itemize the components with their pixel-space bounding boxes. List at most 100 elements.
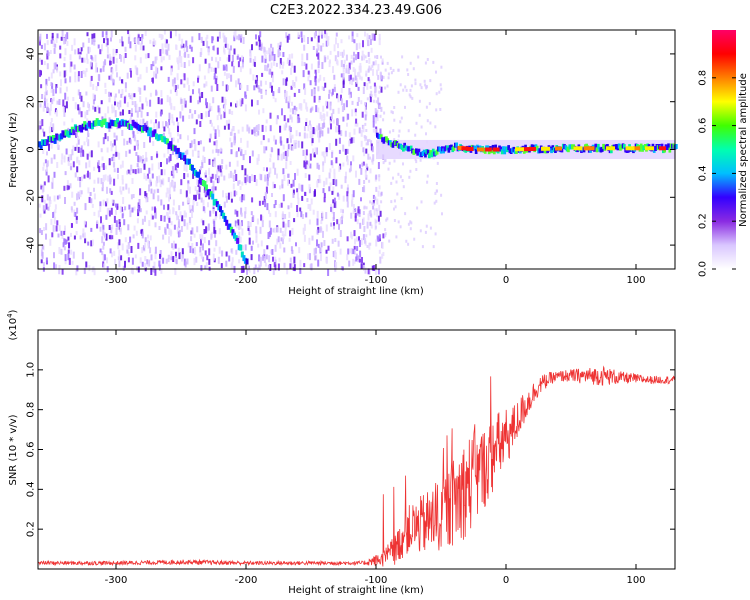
- spectrogram-noise-cell: [251, 150, 254, 157]
- spectrogram-noise-cell: [130, 267, 133, 274]
- spectrogram-noise-cell: [83, 174, 86, 179]
- spectrogram-noise-cell: [80, 47, 83, 52]
- spectrogram-noise-cell: [285, 155, 288, 162]
- spectrogram-noise-cell: [86, 153, 89, 160]
- spectrogram-noise-cell: [87, 187, 90, 194]
- spectrogram-noise-cell: [97, 141, 100, 148]
- spectrogram-noise-cell: [76, 166, 79, 173]
- spectrogram-track-cell: [595, 147, 599, 153]
- spectrogram-noise-cell: [280, 237, 283, 242]
- spectrogram-noise-cell: [124, 206, 127, 211]
- colorbar-tick-label: 0.8: [698, 70, 709, 86]
- spectrogram-noise-cell: [335, 32, 338, 37]
- spectrogram-noise-cell: [363, 135, 366, 139]
- spectrogram-hot-cell: [659, 146, 666, 151]
- spectrogram-track-cell: [201, 180, 205, 186]
- spectrogram-noise-cell: [85, 261, 88, 268]
- spectrogram-noise-cell: [379, 256, 382, 264]
- spectrogram-noise-cell: [170, 230, 173, 235]
- spectrogram-noise-cell: [272, 269, 275, 275]
- spectrogram-noise-cell: [329, 116, 332, 122]
- spectrogram-track-cell: [178, 152, 182, 158]
- spectrogram-noise-cell: [104, 165, 107, 170]
- spectrogram-noise-cell: [215, 75, 218, 80]
- spectrogram-noise-cell: [291, 80, 294, 87]
- spectrogram-noise-cell: [223, 111, 226, 119]
- spectrogram-noise-cell: [189, 186, 191, 194]
- spectrogram-noise-cell: [175, 259, 178, 265]
- spectrogram-noise-cell: [215, 240, 218, 247]
- spectrogram-noise-cell: [66, 180, 69, 187]
- spectrogram-noise-cell: [354, 238, 356, 245]
- spectrogram-noise-cell: [152, 77, 154, 84]
- spectrogram-noise-cell: [213, 220, 216, 227]
- spectrogram-noise-cell: [175, 44, 178, 50]
- spectrogram-noise-cell: [249, 156, 251, 164]
- spectrogram-noise-cell: [81, 57, 84, 63]
- spectrogram-noise-cell: [281, 184, 284, 189]
- spectrogram-noise-cell: [133, 225, 136, 231]
- spectrogram-noise-cell: [244, 177, 247, 184]
- spectrogram-noise-cell: [372, 128, 375, 133]
- spectrogram-noise-cell: [269, 153, 272, 158]
- spectrogram-noise-cell: [64, 227, 66, 232]
- spectrogram-noise-cell: [235, 223, 238, 229]
- spectrogram-noise-cell: [399, 83, 402, 87]
- spectrogram-noise-cell: [93, 211, 96, 216]
- spectrogram-noise-cell: [241, 165, 244, 171]
- spectrogram-track-cell: [116, 118, 120, 125]
- snr-y-tick-label: 0.8: [26, 402, 37, 418]
- spectrogram-noise-cell: [349, 79, 351, 85]
- spectrogram-noise-cell: [161, 121, 164, 129]
- spectrogram-noise-cell: [313, 95, 316, 103]
- spectrogram-noise-cell: [404, 85, 407, 89]
- spectrogram-noise-cell: [136, 110, 139, 118]
- spectrogram-noise-cell: [188, 197, 191, 203]
- spectrogram-noise-cell: [312, 209, 315, 215]
- spectrogram-noise-cell: [221, 81, 224, 87]
- spectrogram-noise-cell: [58, 265, 61, 269]
- spectrogram-noise-cell: [295, 76, 298, 82]
- spectrogram-noise-cell: [192, 89, 194, 95]
- spectrogram-noise-cell: [52, 212, 55, 218]
- spectrogram-noise-cell: [267, 232, 270, 239]
- spectrogram-noise-cell: [164, 228, 167, 235]
- spectrogram-noise-cell: [319, 226, 322, 232]
- spectrogram-noise-cell: [82, 228, 85, 235]
- spectrogram-track-cell: [239, 244, 243, 251]
- spectrogram-noise-cell: [231, 61, 234, 67]
- spectrogram-track-cell: [122, 120, 126, 127]
- spectrogram-noise-cell: [228, 173, 231, 179]
- spectrogram-track-cell: [538, 148, 542, 154]
- spectrogram-noise-cell: [379, 114, 382, 118]
- spectrogram-noise-cell: [182, 251, 184, 259]
- spectrogram-noise-cell: [64, 105, 66, 113]
- spectrogram-noise-cell: [267, 264, 270, 269]
- spectrogram-noise-cell: [372, 115, 375, 123]
- spectrogram-noise-cell: [239, 66, 242, 73]
- spectrogram-noise-cell: [219, 57, 222, 61]
- spectrogram-track-cell: [103, 118, 107, 125]
- spectrogram-noise-cell: [107, 106, 110, 114]
- spectrogram-noise-cell: [88, 151, 91, 157]
- spectrogram-noise-cell: [179, 97, 182, 105]
- spectrogram-noise-cell: [108, 225, 111, 230]
- spectrogram-track-layer: [38, 118, 678, 265]
- spectrogram-noise-cell: [121, 36, 123, 43]
- spectrogram-noise-cell: [177, 138, 180, 143]
- spectrogram-noise-cell: [46, 102, 49, 108]
- spectrogram-noise-cell: [318, 95, 321, 100]
- spectrogram-noise-cell: [265, 146, 268, 151]
- spectrogram-noise-cell: [178, 205, 181, 211]
- spectrogram-track-cell: [165, 138, 169, 145]
- spectrogram-noise-cell: [336, 126, 339, 133]
- spectrogram-noise-cell: [424, 230, 427, 234]
- spectrogram-noise-cell: [69, 65, 72, 73]
- snr-multiplier-close: ): [8, 309, 19, 313]
- spectrogram-noise-cell: [272, 91, 275, 96]
- spectrogram-noise-cell: [98, 166, 101, 173]
- spectrogram-noise-cell: [368, 79, 371, 84]
- spectrogram-noise-cell: [359, 240, 361, 247]
- spectrogram-noise-cell: [106, 208, 109, 216]
- spectrogram-noise-cell: [296, 212, 299, 218]
